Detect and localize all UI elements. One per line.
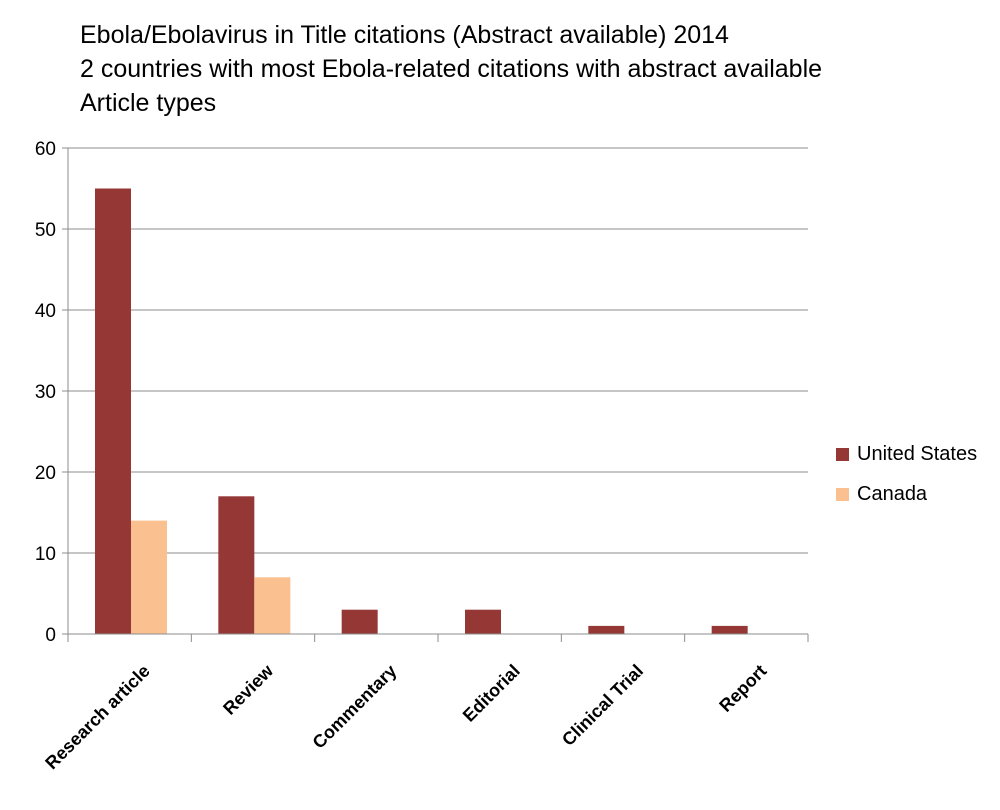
axes <box>67 148 809 642</box>
y-axis-ticks: 0 10 20 30 40 50 60 <box>35 139 68 646</box>
y-tick-label-30: 30 <box>35 382 56 403</box>
legend: United States Canada <box>836 434 977 514</box>
x-tick-label-research-article: Research article <box>41 661 153 773</box>
bar-canada-research-article <box>131 520 167 634</box>
bar-united-states-research-article <box>95 188 131 634</box>
x-tick-label-report: Report <box>715 661 770 716</box>
bar-united-states-editorial <box>465 609 501 634</box>
y-tick-label-0: 0 <box>45 625 56 646</box>
y-tick-label-40: 40 <box>35 301 56 322</box>
x-tick-label-clinical-trial: Clinical Trial <box>558 661 647 750</box>
legend-swatch-canada <box>836 487 849 501</box>
y-tick-label-60: 60 <box>35 139 56 160</box>
chart-title-line-3: Article types <box>80 89 217 117</box>
bar-united-states-review <box>218 496 255 634</box>
gridlines <box>68 147 808 554</box>
chart-title-line-2: 2 countries with most Ebola-related cita… <box>80 55 823 83</box>
y-tick-label-10: 10 <box>35 544 56 565</box>
legend-item-canada: Canada <box>836 474 977 514</box>
y-tick-label-50: 50 <box>35 220 56 241</box>
y-tick-label-20: 20 <box>35 463 56 484</box>
legend-item-united-states: United States <box>836 434 977 474</box>
legend-swatch-united-states <box>836 447 849 461</box>
x-axis-labels: Research article Review Commentary Editoria… <box>41 660 770 773</box>
chart-title: Ebola/Ebolavirus in Title citations (Abs… <box>80 18 822 120</box>
bar-canada-review <box>254 577 291 634</box>
x-tick-label-commentary: Commentary <box>309 661 401 753</box>
x-tick-label-editorial: Editorial <box>459 661 524 726</box>
x-tick-label-review: Review <box>219 660 278 719</box>
bar-united-states-commentary <box>341 609 378 634</box>
chart-title-line-1: Ebola/Ebolavirus in Title citations (Abs… <box>80 21 729 49</box>
bar-united-states-report <box>711 625 748 634</box>
bar-united-states-clinical-trial <box>588 625 625 634</box>
legend-label-canada: Canada <box>857 482 928 505</box>
legend-label-united-states: United States <box>857 442 978 465</box>
bars <box>95 188 748 634</box>
